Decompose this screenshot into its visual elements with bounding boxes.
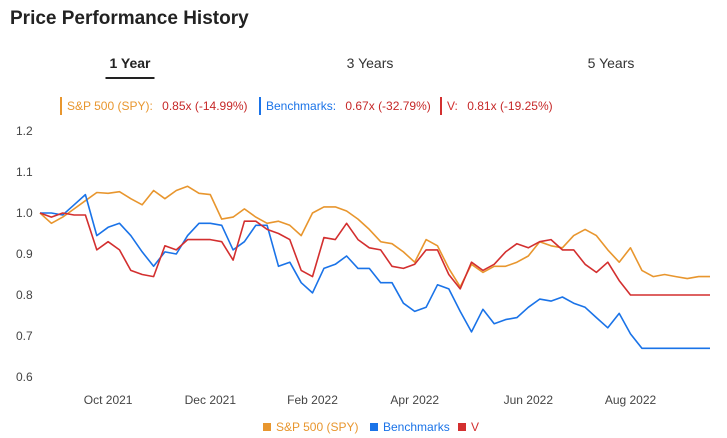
y-tick-label: 1.2	[16, 124, 33, 138]
legend-label-spy: S&P 500 (SPY)	[276, 420, 359, 434]
legend-swatch-spy	[263, 423, 271, 431]
summary-benchmarks: Benchmarks: 0.67x (-32.79%)	[259, 97, 431, 115]
summary-spy-value: 0.85x (-14.99%)	[162, 99, 248, 113]
x-tick-label: Apr 2022	[390, 393, 439, 407]
legend-label-v: V	[471, 420, 480, 434]
series-line-v[interactable]	[39, 212, 710, 296]
performance-summary: S&P 500 (SPY): 0.85x (-14.99%) Benchmark…	[0, 97, 727, 117]
tab-3-years[interactable]: 3 Years	[346, 55, 394, 71]
summary-v: V: 0.81x (-19.25%)	[440, 97, 553, 115]
tab-1-year[interactable]: 1 Year	[105, 55, 155, 79]
y-tick-label: 0.6	[16, 370, 33, 384]
series-line-s-p-500-spy[interactable]	[39, 185, 710, 288]
legend-swatch-benchmarks	[370, 423, 378, 431]
x-tick-label: Oct 2021	[84, 393, 133, 407]
summary-benchmarks-value: 0.67x (-32.79%)	[345, 99, 431, 113]
x-tick-label: Dec 2021	[185, 393, 237, 407]
y-tick-label: 1.1	[16, 165, 33, 179]
summary-benchmarks-marker	[259, 97, 261, 115]
tab-5-years[interactable]: 5 Years	[587, 55, 635, 71]
summary-spy: S&P 500 (SPY): 0.85x (-14.99%)	[60, 97, 248, 115]
summary-spy-marker	[60, 97, 62, 115]
x-tick-label: Aug 2022	[605, 393, 657, 407]
page-title: Price Performance History	[10, 8, 249, 29]
legend-item-benchmarks[interactable]: Benchmarks	[370, 420, 450, 434]
legend-label-benchmarks: Benchmarks	[383, 420, 450, 434]
series-line-benchmarks[interactable]	[40, 193, 710, 350]
legend-swatch-v	[458, 423, 466, 431]
y-tick-label: 0.7	[16, 329, 33, 343]
summary-v-value: 0.81x (-19.25%)	[467, 99, 553, 113]
summary-v-marker	[440, 97, 442, 115]
x-tick-label: Jun 2022	[504, 393, 554, 407]
x-tick-label: Feb 2022	[287, 393, 338, 407]
period-tabs: 1 Year 3 Years 5 Years	[0, 55, 727, 85]
summary-spy-name: S&P 500 (SPY):	[67, 99, 153, 113]
legend-item-v[interactable]: V	[458, 420, 479, 434]
summary-v-name: V:	[447, 99, 458, 113]
y-tick-label: 0.8	[16, 288, 33, 302]
legend-item-spy[interactable]: S&P 500 (SPY)	[263, 420, 359, 434]
y-tick-label: 1.0	[16, 206, 33, 220]
summary-benchmarks-name: Benchmarks:	[266, 99, 337, 113]
y-tick-label: 0.9	[16, 247, 33, 261]
